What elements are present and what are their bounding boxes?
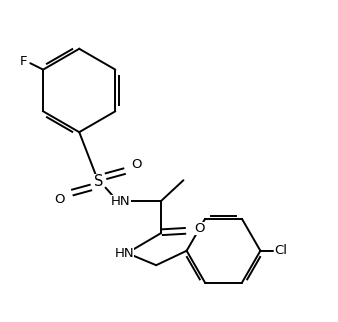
Text: HN: HN bbox=[111, 194, 131, 208]
Text: F: F bbox=[20, 55, 27, 68]
Text: Cl: Cl bbox=[275, 244, 288, 257]
Text: S: S bbox=[94, 174, 103, 189]
Text: O: O bbox=[132, 158, 142, 171]
Text: O: O bbox=[194, 222, 205, 235]
Text: O: O bbox=[54, 193, 65, 206]
Text: HN: HN bbox=[114, 248, 134, 260]
